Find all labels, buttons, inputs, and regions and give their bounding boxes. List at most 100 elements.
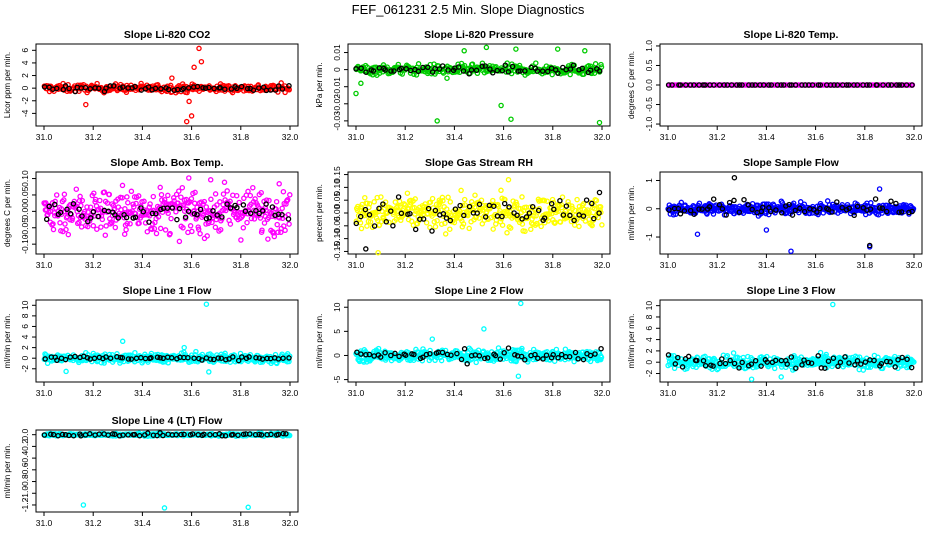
- data-point: [157, 184, 163, 191]
- data-point: [95, 213, 101, 220]
- data-point: [273, 198, 280, 205]
- data-point: [238, 83, 245, 90]
- data-point: [514, 212, 520, 219]
- data-point: [197, 206, 204, 213]
- data-point: [854, 358, 861, 364]
- data-point: [749, 206, 755, 213]
- data-point: [589, 200, 595, 207]
- x-tick-label: 31.2: [397, 132, 414, 142]
- data-point: [436, 66, 443, 72]
- panel-title: Slope Line 3 Flow: [747, 285, 837, 297]
- data-point: [168, 355, 175, 361]
- data-point: [148, 355, 154, 361]
- data-point: [448, 352, 454, 358]
- x-tick-label: 31.0: [348, 388, 365, 398]
- data-point: [773, 207, 779, 213]
- data-point: [438, 207, 444, 213]
- data-point: [79, 197, 86, 204]
- y-tick-label: 0: [644, 206, 654, 211]
- data-point: [286, 83, 292, 89]
- x-tick-label: 31.6: [183, 518, 200, 528]
- data-point: [258, 189, 264, 196]
- data-point: [442, 231, 449, 237]
- x-tick-label: 31.4: [134, 388, 151, 398]
- data-point: [473, 359, 479, 366]
- data-point: [240, 225, 247, 231]
- y-axis-label: ml/min per min.: [3, 444, 12, 499]
- data-point: [357, 213, 364, 220]
- data-point: [519, 216, 525, 222]
- x-tick-label: 31.8: [857, 260, 874, 270]
- data-point: [358, 351, 364, 357]
- data-point: [487, 66, 493, 72]
- outlier-point: [505, 176, 512, 183]
- data-point: [699, 206, 705, 212]
- data-point: [244, 219, 250, 226]
- y-tick-label: 4: [644, 337, 654, 342]
- data-point: [103, 85, 109, 91]
- data-point: [201, 431, 207, 438]
- data-point: [206, 215, 212, 221]
- data-point: [149, 226, 155, 233]
- y-tick-label: -0.15: [332, 241, 342, 261]
- data-point: [87, 86, 94, 92]
- data-point: [522, 228, 528, 235]
- data-point: [268, 210, 275, 216]
- data-point: [256, 431, 262, 438]
- data-point: [125, 432, 131, 438]
- data-point: [596, 210, 602, 216]
- data-point: [834, 82, 841, 88]
- y-tick-label: -0.01: [332, 77, 342, 97]
- data-point: [862, 359, 869, 365]
- x-tick-label: 31.8: [233, 518, 250, 528]
- data-point: [124, 220, 130, 227]
- y-axis-label: kPa per min.: [315, 63, 324, 108]
- data-point: [438, 357, 445, 364]
- y-axis-label: degrees C per min.: [3, 179, 12, 247]
- data-point: [120, 84, 126, 90]
- data-point: [269, 213, 275, 219]
- y-tick-label: 10: [332, 302, 342, 312]
- data-point: [147, 201, 153, 207]
- data-point: [353, 66, 359, 72]
- data-point: [570, 62, 577, 68]
- data-point: [173, 432, 179, 438]
- data-point: [508, 354, 514, 361]
- data-point: [97, 205, 104, 211]
- data-point: [519, 345, 525, 352]
- data-point: [280, 355, 286, 361]
- data-point: [119, 195, 125, 201]
- data-point: [222, 350, 228, 357]
- outlier-point: [363, 246, 369, 252]
- data-point: [425, 205, 432, 212]
- data-point: [466, 71, 472, 77]
- outlier-point: [518, 300, 524, 307]
- y-tick-label: -2: [20, 365, 30, 373]
- data-point: [209, 219, 215, 226]
- y-tick-label: 0: [644, 360, 654, 365]
- data-point: [250, 87, 257, 93]
- data-point: [567, 66, 574, 72]
- data-point: [392, 350, 398, 357]
- data-point: [212, 191, 219, 197]
- data-point: [669, 82, 675, 88]
- outlier-point: [83, 101, 89, 108]
- x-tick-label: 31.0: [348, 132, 365, 142]
- x-tick-label: 32.0: [594, 260, 611, 270]
- data-point: [165, 86, 172, 93]
- data-point: [201, 198, 208, 205]
- data-point: [191, 207, 197, 214]
- data-point: [256, 85, 262, 91]
- data-point: [867, 206, 874, 212]
- data-point: [469, 61, 476, 67]
- data-point: [482, 214, 489, 220]
- data-point: [904, 356, 910, 363]
- y-tick-label: -2: [644, 369, 654, 377]
- data-point: [505, 69, 512, 75]
- data-point: [792, 82, 799, 88]
- data-point: [149, 210, 156, 217]
- data-point: [768, 82, 775, 88]
- data-point: [706, 204, 713, 210]
- outlier-point: [748, 376, 755, 382]
- data-point: [179, 184, 186, 191]
